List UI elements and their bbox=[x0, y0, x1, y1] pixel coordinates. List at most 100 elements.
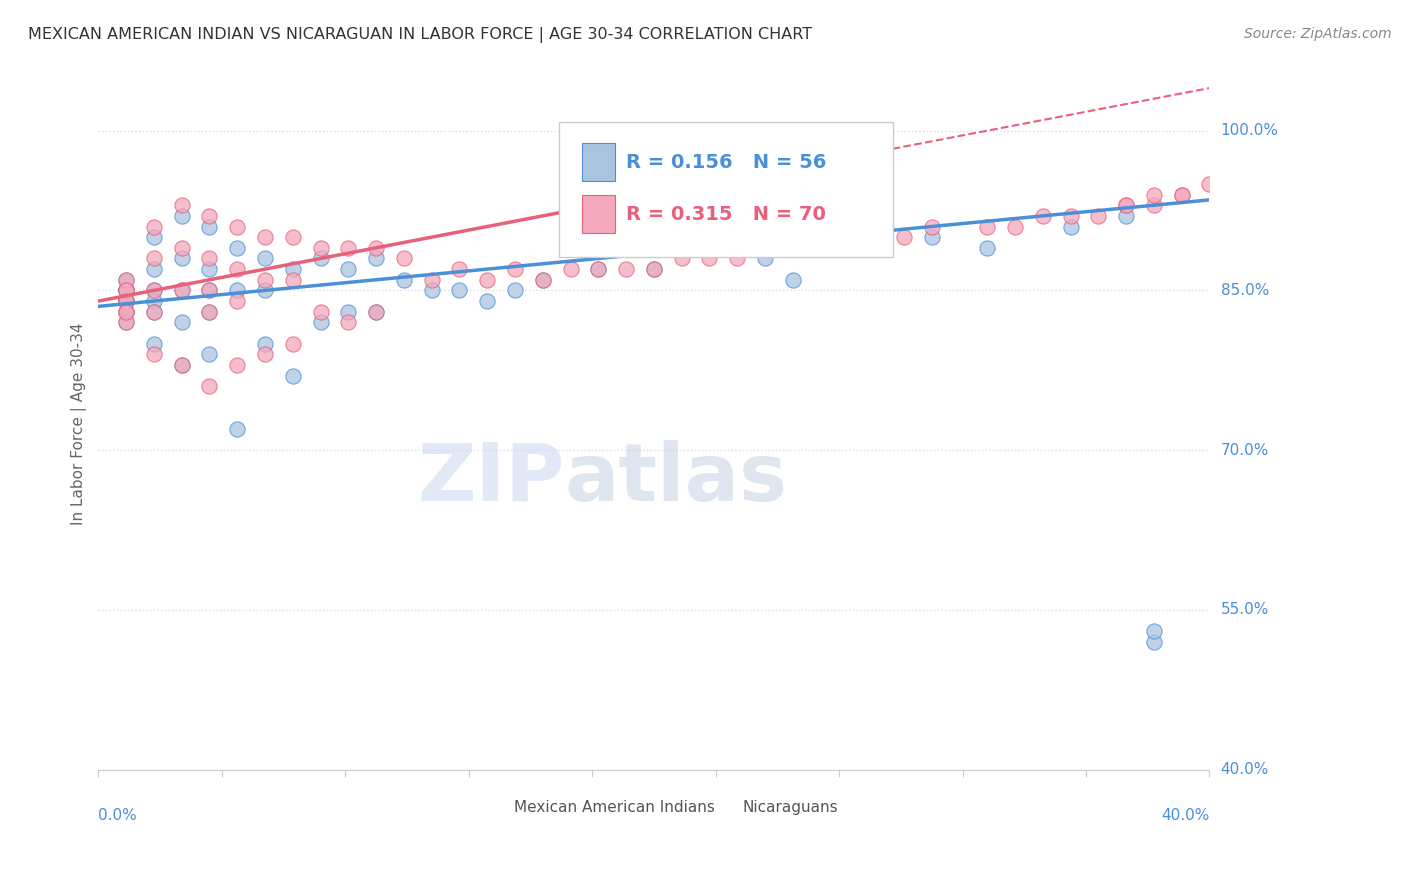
Point bbox=[1143, 624, 1166, 639]
Point bbox=[170, 252, 193, 266]
Point bbox=[226, 294, 249, 309]
Point bbox=[281, 273, 304, 287]
Point bbox=[115, 304, 138, 318]
Point bbox=[142, 252, 165, 266]
Point bbox=[198, 284, 221, 298]
Point bbox=[115, 284, 138, 298]
Point bbox=[226, 219, 249, 234]
Point bbox=[531, 273, 554, 287]
Point bbox=[198, 284, 221, 298]
Point bbox=[170, 358, 193, 372]
Text: Mexican American Indians: Mexican American Indians bbox=[513, 800, 714, 815]
FancyBboxPatch shape bbox=[582, 195, 614, 233]
Point bbox=[671, 252, 693, 266]
Point bbox=[170, 241, 193, 255]
Point bbox=[810, 230, 832, 244]
Point bbox=[253, 230, 276, 244]
Point bbox=[142, 284, 165, 298]
Point bbox=[198, 304, 221, 318]
Point bbox=[170, 284, 193, 298]
Point bbox=[198, 252, 221, 266]
Point bbox=[643, 262, 665, 277]
Point bbox=[893, 230, 915, 244]
Point bbox=[115, 294, 138, 309]
Point bbox=[170, 284, 193, 298]
Point bbox=[198, 209, 221, 223]
Point bbox=[198, 304, 221, 318]
Point bbox=[1059, 219, 1081, 234]
Text: 100.0%: 100.0% bbox=[1220, 123, 1278, 138]
Point bbox=[115, 315, 138, 329]
Point bbox=[976, 241, 998, 255]
Point bbox=[253, 336, 276, 351]
Point bbox=[588, 262, 610, 277]
Point bbox=[392, 273, 415, 287]
Point bbox=[1143, 198, 1166, 212]
Point bbox=[337, 262, 360, 277]
Y-axis label: In Labor Force | Age 30-34: In Labor Force | Age 30-34 bbox=[72, 322, 87, 524]
Point bbox=[1115, 198, 1137, 212]
Point bbox=[309, 315, 332, 329]
Text: atlas: atlas bbox=[565, 440, 789, 518]
Point bbox=[337, 315, 360, 329]
Point bbox=[115, 284, 138, 298]
Point bbox=[1170, 187, 1192, 202]
FancyBboxPatch shape bbox=[582, 144, 614, 181]
Point bbox=[170, 198, 193, 212]
Point bbox=[366, 304, 388, 318]
Point bbox=[1087, 209, 1109, 223]
Point bbox=[1143, 187, 1166, 202]
Point bbox=[309, 304, 332, 318]
Point bbox=[976, 219, 998, 234]
Point bbox=[1004, 219, 1026, 234]
Point bbox=[477, 273, 499, 287]
Point bbox=[115, 294, 138, 309]
Point bbox=[281, 262, 304, 277]
Point bbox=[699, 252, 721, 266]
Point bbox=[253, 273, 276, 287]
Point bbox=[142, 284, 165, 298]
Point bbox=[198, 379, 221, 393]
Point bbox=[253, 284, 276, 298]
FancyBboxPatch shape bbox=[560, 122, 893, 258]
Point bbox=[115, 304, 138, 318]
Text: ZIP: ZIP bbox=[418, 440, 565, 518]
Text: 85.0%: 85.0% bbox=[1220, 283, 1268, 298]
Point bbox=[142, 219, 165, 234]
Point bbox=[531, 273, 554, 287]
Point bbox=[865, 230, 887, 244]
Point bbox=[1198, 177, 1220, 191]
Text: R = 0.156   N = 56: R = 0.156 N = 56 bbox=[626, 153, 827, 172]
Point bbox=[170, 209, 193, 223]
Point bbox=[754, 241, 776, 255]
Point bbox=[337, 241, 360, 255]
Point bbox=[226, 358, 249, 372]
Text: MEXICAN AMERICAN INDIAN VS NICARAGUAN IN LABOR FORCE | AGE 30-34 CORRELATION CHA: MEXICAN AMERICAN INDIAN VS NICARAGUAN IN… bbox=[28, 27, 813, 43]
Point bbox=[420, 273, 443, 287]
Point bbox=[198, 219, 221, 234]
FancyBboxPatch shape bbox=[477, 794, 508, 823]
Point bbox=[560, 262, 582, 277]
Point bbox=[643, 262, 665, 277]
Point bbox=[754, 252, 776, 266]
Point bbox=[366, 304, 388, 318]
FancyBboxPatch shape bbox=[704, 794, 735, 823]
Point bbox=[115, 273, 138, 287]
Point bbox=[226, 262, 249, 277]
Point bbox=[226, 422, 249, 436]
Point bbox=[309, 252, 332, 266]
Point bbox=[115, 294, 138, 309]
Text: 70.0%: 70.0% bbox=[1220, 442, 1268, 458]
Point bbox=[115, 315, 138, 329]
Point bbox=[1115, 209, 1137, 223]
Point bbox=[392, 252, 415, 266]
Point bbox=[115, 284, 138, 298]
Point bbox=[337, 304, 360, 318]
Point bbox=[198, 347, 221, 361]
Text: 40.0%: 40.0% bbox=[1161, 808, 1209, 823]
Point bbox=[198, 262, 221, 277]
Point bbox=[837, 230, 859, 244]
Point bbox=[226, 284, 249, 298]
Point bbox=[253, 347, 276, 361]
Point bbox=[449, 284, 471, 298]
